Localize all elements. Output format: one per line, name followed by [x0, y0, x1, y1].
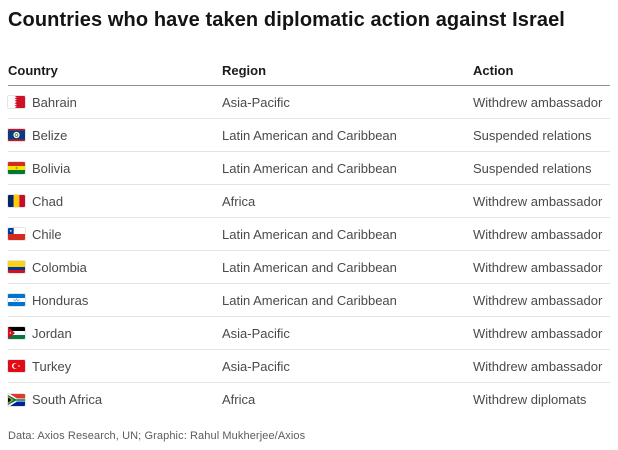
country-name: Colombia: [32, 259, 87, 275]
region-cell: Latin American and Caribbean: [222, 292, 397, 308]
table-row: Chile Latin American and Caribbean Withd…: [8, 218, 610, 251]
action-cell: Withdrew ambassador: [473, 226, 603, 242]
flag-turkey: [8, 360, 25, 372]
flag-honduras: [8, 294, 25, 306]
table-row: Belize Latin American and Caribbean Susp…: [8, 119, 610, 152]
chart-title: Countries who have taken diplomatic acti…: [8, 9, 565, 31]
region-cell: Africa: [222, 392, 256, 407]
flag-jordan: [8, 327, 25, 339]
country-cell: Jordan: [8, 326, 222, 341]
region-cell: Latin American and Caribbean: [222, 160, 397, 176]
action-cell: Withdrew diplomats: [473, 392, 587, 407]
column-header-region: Region: [222, 63, 267, 78]
table-row: Turkey Asia-Pacific Withdrew ambassador: [8, 350, 610, 383]
table-body: Bahrain Asia-Pacific Withdrew ambassador…: [8, 86, 610, 416]
flag-belize: [8, 129, 25, 141]
table-row: Colombia Latin American and Caribbean Wi…: [8, 251, 610, 284]
region-cell: Asia-Pacific: [222, 325, 290, 341]
action-cell: Withdrew ambassador: [473, 292, 603, 308]
action-cell: Withdrew ambassador: [473, 325, 603, 341]
column-header-action: Action: [473, 63, 514, 78]
flag-chile: [8, 228, 25, 240]
country-cell: Honduras: [8, 293, 222, 308]
country-cell: Belize: [8, 128, 222, 143]
region-cell: Latin American and Caribbean: [222, 226, 397, 242]
country-cell: Bolivia: [8, 161, 222, 176]
column-header-country: Country: [8, 63, 58, 78]
flag-colombia: [8, 261, 25, 273]
country-name: Bolivia: [32, 160, 71, 176]
table-row: South Africa Africa Withdrew diplomats: [8, 383, 610, 416]
country-cell: Turkey: [8, 359, 222, 374]
source-credit: Data: Axios Research, UN; Graphic: Rahul…: [8, 430, 306, 442]
flag-south-africa: [8, 393, 25, 406]
action-cell: Withdrew ambassador: [473, 94, 603, 110]
action-cell: Suspended relations: [473, 160, 592, 176]
country-cell: Bahrain: [8, 95, 222, 110]
country-cell: South Africa: [8, 392, 222, 407]
country-name: Turkey: [32, 358, 72, 374]
country-name: Chile: [32, 226, 62, 242]
region-cell: Africa: [222, 193, 256, 209]
action-cell: Withdrew ambassador: [473, 358, 603, 374]
region-cell: Asia-Pacific: [222, 358, 290, 374]
action-cell: Suspended relations: [473, 127, 592, 143]
region-cell: Latin American and Caribbean: [222, 127, 397, 143]
flag-bolivia: [8, 162, 25, 174]
table-row: Jordan Asia-Pacific Withdrew ambassador: [8, 317, 610, 350]
country-name: Jordan: [32, 325, 72, 341]
country-cell: Chad: [8, 194, 222, 209]
action-cell: Withdrew ambassador: [473, 259, 603, 275]
country-cell: Chile: [8, 227, 222, 242]
action-cell: Withdrew ambassador: [473, 193, 603, 209]
region-cell: Asia-Pacific: [222, 94, 290, 110]
region-cell: Latin American and Caribbean: [222, 259, 397, 275]
flag-bahrain: [8, 96, 25, 108]
table-row: Bahrain Asia-Pacific Withdrew ambassador: [8, 86, 610, 119]
table-row: Bolivia Latin American and Caribbean Sus…: [8, 152, 610, 185]
country-cell: Colombia: [8, 260, 222, 275]
country-name: Bahrain: [32, 94, 77, 110]
table-row: Honduras Latin American and Caribbean Wi…: [8, 284, 610, 317]
country-name: South Africa: [32, 392, 103, 407]
table-row: Chad Africa Withdrew ambassador: [8, 185, 610, 218]
table-header-row: Country Region Action: [8, 63, 610, 86]
country-name: Chad: [32, 193, 64, 209]
country-name: Belize: [32, 127, 68, 143]
flag-chad: [8, 195, 25, 207]
country-name: Honduras: [32, 292, 89, 308]
